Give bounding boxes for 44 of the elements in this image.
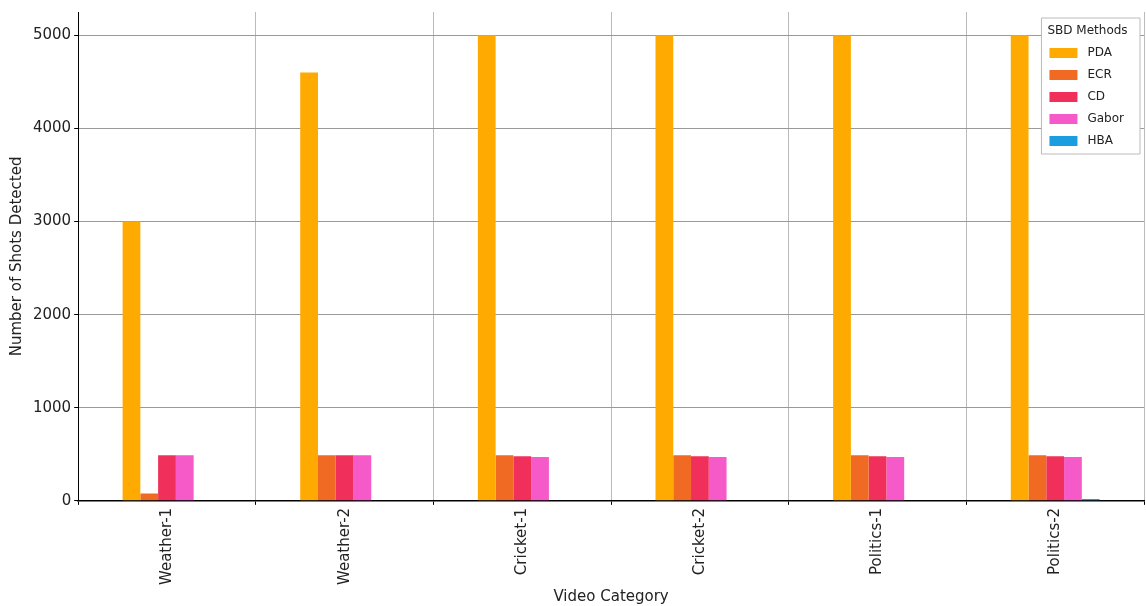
bar [531,457,549,501]
bar [1010,35,1029,501]
bar [673,455,692,501]
x-tick-label: Weather-1 [156,507,175,585]
bar [477,35,496,501]
y-tick-label: 0 [61,490,72,509]
bar [868,456,887,501]
bar [158,455,176,501]
bar [317,455,336,501]
bar [300,72,318,501]
x-tick-label: Weather-2 [334,507,353,585]
y-tick-label: 5000 [32,25,72,44]
y-axis-title: Number of Shots Detected [6,156,25,357]
bar [1046,456,1065,501]
x-tick-label: Politics-1 [867,507,886,575]
bar [833,35,851,501]
bar [513,456,532,501]
legend-label: Gabor [1087,111,1125,126]
bar [886,457,905,501]
bar [655,35,674,501]
bar [335,455,354,501]
y-tick-label: 1000 [32,397,72,416]
x-tick-label: Cricket-2 [689,507,708,576]
bar [353,455,372,501]
legend-label: HBA [1087,133,1114,148]
legend-label: ECR [1087,67,1112,82]
x-tick-label: Politics-2 [1045,507,1064,575]
y-tick-label: 2000 [32,304,72,323]
legend-title: SBD Methods [1047,23,1128,38]
bar [1028,455,1047,501]
x-axis-title: Video Category [553,586,669,605]
bar [1064,457,1082,501]
bar [140,493,159,501]
legend-label: CD [1087,89,1106,104]
bar [691,456,709,501]
bar [122,221,141,501]
bar [175,455,194,501]
bar [495,455,514,501]
x-tick-label: Cricket-1 [512,507,531,576]
y-tick-label: 4000 [32,118,72,137]
bar [850,455,869,501]
legend-label: PDA [1087,45,1113,60]
bar [708,457,727,501]
y-tick-label: 3000 [32,211,72,230]
